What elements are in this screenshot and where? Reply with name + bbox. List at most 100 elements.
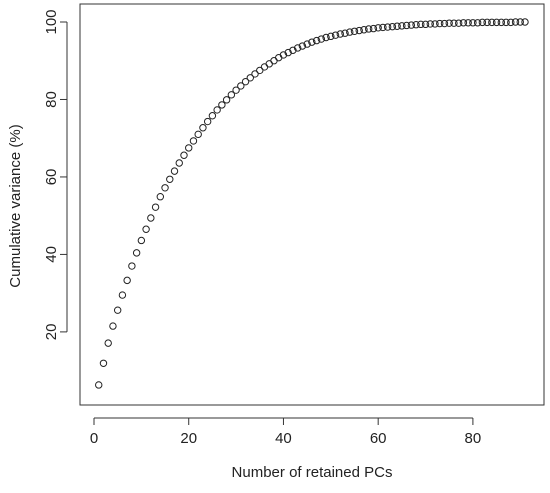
data-point: [284, 48, 292, 57]
data-point: [507, 18, 515, 27]
data-point: [459, 19, 468, 27]
data-point: [469, 19, 477, 27]
data-point: [488, 18, 496, 27]
data-point: [393, 22, 401, 30]
data-point: [365, 25, 373, 33]
data-point: [251, 70, 259, 78]
data-point: [322, 33, 330, 42]
data-point: [185, 144, 193, 152]
data-point: [260, 63, 269, 71]
data-point: [317, 35, 326, 43]
x-tick-label: 60: [370, 430, 387, 447]
data-point: [388, 22, 397, 31]
data-point: [450, 19, 458, 27]
data-point: [118, 291, 127, 299]
data-point: [156, 193, 165, 201]
data-point: [327, 32, 335, 41]
data-point: [360, 26, 368, 34]
x-tick-label: 80: [465, 430, 482, 447]
data-point: [473, 19, 482, 27]
data-point: [293, 44, 302, 52]
data-point: [379, 23, 387, 32]
data-point: [161, 184, 169, 192]
data-point: [142, 225, 150, 233]
data-point: [312, 36, 321, 45]
data-point: [203, 117, 212, 126]
data-point: [336, 30, 344, 38]
data-point: [104, 339, 112, 347]
data-point: [222, 96, 231, 104]
data-point: [478, 18, 487, 27]
x-tick-label: 0: [90, 430, 98, 447]
data-point: [383, 23, 392, 31]
data-point: [331, 31, 340, 39]
data-point: [279, 51, 288, 59]
data-point: [421, 20, 430, 29]
data-point: [241, 77, 250, 86]
x-tick-label: 40: [275, 430, 292, 447]
data-point: [99, 359, 108, 367]
data-point: [516, 18, 524, 26]
data-point: [431, 20, 439, 28]
data-point: [492, 18, 501, 27]
data-point: [426, 20, 434, 28]
data-point: [511, 18, 520, 26]
y-axis: 20 40 60 80 100: [43, 9, 68, 340]
data-point: [483, 18, 491, 27]
data-point: [113, 306, 122, 314]
data-point: [246, 74, 254, 82]
data-point: [407, 21, 416, 29]
y-tick-label: 60: [43, 169, 60, 186]
data-point: [109, 322, 117, 330]
data-point: [256, 66, 264, 75]
data-point: [189, 137, 198, 145]
y-tick-label: 100: [43, 9, 60, 34]
data-point: [237, 82, 245, 90]
data-point: [398, 22, 406, 30]
data-point: [497, 18, 506, 27]
y-axis-title: Cumulative variance (%): [7, 124, 24, 287]
data-points: [95, 18, 529, 389]
data-point: [298, 42, 307, 50]
data-point: [412, 21, 420, 29]
x-tick-label: 20: [180, 430, 197, 447]
data-point: [303, 40, 311, 48]
data-point: [270, 57, 278, 65]
data-point: [232, 86, 240, 94]
data-point: [265, 60, 273, 68]
data-point: [308, 38, 316, 46]
data-point: [521, 18, 529, 26]
data-point: [445, 19, 453, 27]
data-point: [350, 27, 359, 35]
data-point: [199, 124, 207, 132]
data-point: [374, 24, 382, 32]
x-axis: 0 20 40 60 80: [90, 417, 482, 447]
data-point: [369, 24, 378, 33]
y-tick-label: 80: [43, 91, 60, 108]
data-point: [464, 19, 472, 27]
data-point: [213, 106, 221, 114]
data-point: [166, 175, 174, 183]
data-point: [289, 46, 297, 54]
data-point: [417, 20, 425, 29]
data-point: [227, 91, 236, 99]
data-point: [123, 276, 131, 285]
data-point: [151, 203, 160, 211]
data-point: [180, 151, 188, 159]
data-point: [502, 18, 510, 27]
data-point: [175, 159, 183, 167]
data-point: [147, 214, 155, 222]
data-point: [194, 130, 202, 139]
data-point: [402, 21, 411, 30]
data-point: [208, 112, 217, 120]
data-point: [170, 167, 179, 175]
data-point: [137, 236, 146, 245]
data-point: [436, 19, 444, 28]
data-point: [454, 19, 463, 27]
data-point: [128, 262, 136, 270]
data-point: [355, 26, 363, 35]
data-point: [341, 29, 349, 37]
data-point: [346, 28, 354, 36]
y-tick-label: 40: [43, 246, 60, 263]
